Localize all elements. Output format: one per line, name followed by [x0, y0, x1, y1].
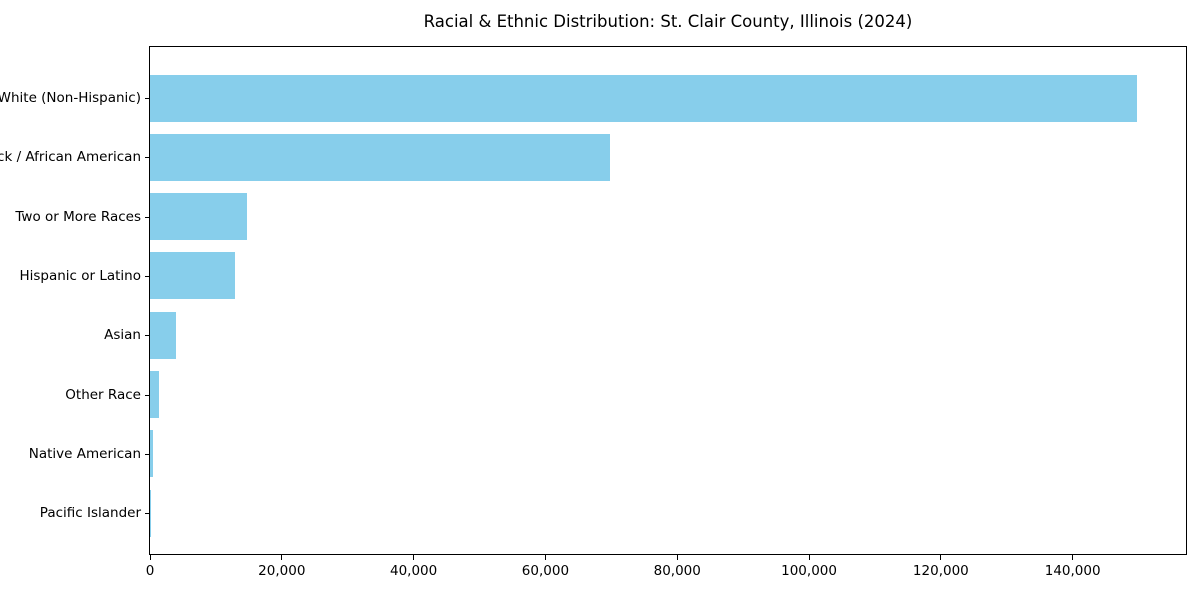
y-tick-mark — [145, 216, 150, 218]
y-tick-mark — [145, 275, 150, 277]
y-tick-mark — [145, 394, 150, 396]
x-tick-mark — [281, 554, 283, 560]
x-axis-tick-label: 100,000 — [781, 563, 837, 579]
x-axis-tick-label: 80,000 — [653, 563, 701, 579]
x-axis-tick-label: 140,000 — [1044, 563, 1101, 579]
plot-area: White (Non-Hispanic) Black / African Amer… — [0, 46, 1187, 579]
x-tick-mark — [413, 554, 415, 560]
x-tick-mark — [940, 554, 942, 560]
x-tick-mark — [1072, 554, 1074, 560]
x-tick-mark — [544, 554, 546, 560]
y-axis-label: Hispanic or Latino — [19, 267, 141, 284]
bar-white-non-hispanic — [150, 74, 1137, 122]
x-tick-mark — [808, 554, 810, 560]
y-axis-label: Black / African American — [0, 149, 141, 166]
x-axis-tick-label: 40,000 — [389, 563, 438, 579]
y-tick-mark — [145, 98, 150, 99]
x-axis-tick-label: 60,000 — [521, 563, 570, 579]
x-tick-mark — [676, 554, 678, 560]
bar-pacific-islander — [150, 489, 151, 537]
y-axis-label: Asian — [104, 327, 141, 344]
y-axis-label: Other Race — [65, 386, 141, 403]
x-axis-tick-label: 20,000 — [258, 563, 306, 579]
bar-native-american — [150, 430, 153, 478]
y-axis-label: Two or More Races — [15, 208, 141, 225]
x-axis-tick-label: 120,000 — [912, 563, 969, 579]
chart-title: Racial & Ethnic Distribution: St. Clair … — [423, 12, 913, 31]
y-tick-mark — [145, 513, 150, 515]
x-axis-tick-label: 0 — [145, 563, 155, 579]
y-tick-mark — [145, 453, 150, 455]
bar-hispanic-or-latino — [150, 252, 235, 300]
y-axis-label: Pacific Islander — [39, 505, 141, 522]
y-tick-mark — [145, 157, 150, 159]
bar-asian — [150, 311, 176, 359]
y-axis-label: White (Non-Hispanic) — [0, 90, 141, 106]
y-tick-mark — [145, 335, 150, 337]
x-tick-mark — [149, 554, 151, 560]
bar-other-race — [150, 371, 160, 418]
y-axis-label: Native American — [28, 445, 141, 462]
bar-two-or-more-races — [150, 193, 248, 241]
bar-black-african-american — [150, 133, 611, 181]
